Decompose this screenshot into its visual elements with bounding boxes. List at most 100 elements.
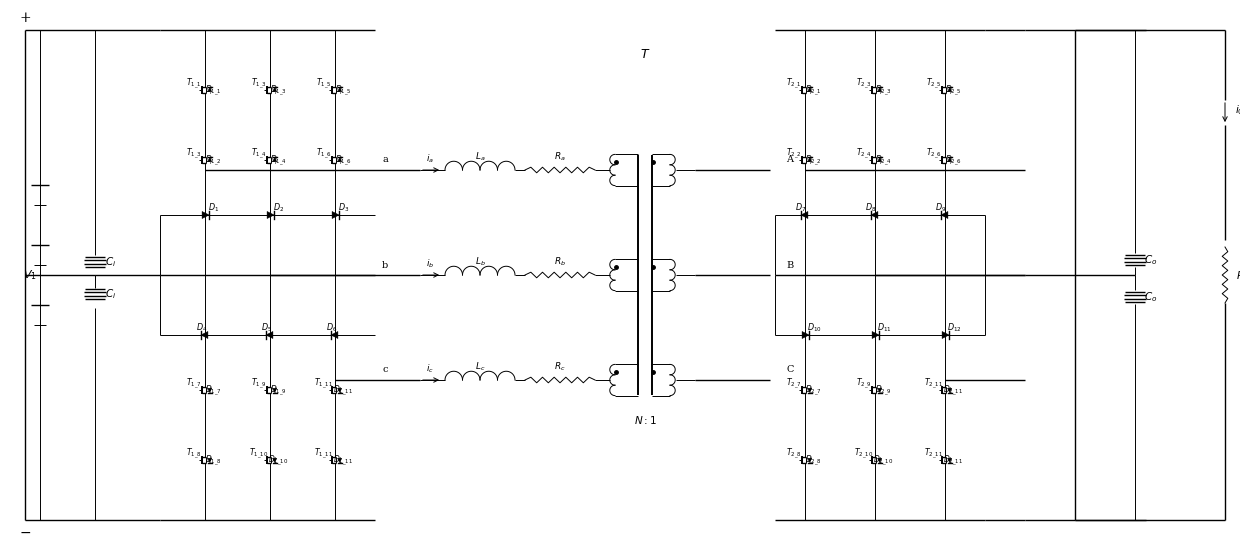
Text: $D_{11}$: $D_{11}$ <box>877 321 892 334</box>
Text: $D_5$: $D_5$ <box>262 321 273 334</box>
Text: $C_o$: $C_o$ <box>1145 290 1158 304</box>
Polygon shape <box>807 87 812 92</box>
Polygon shape <box>337 388 342 392</box>
Text: $T_{2\_7}$: $T_{2\_7}$ <box>786 377 801 391</box>
Polygon shape <box>941 211 947 219</box>
Text: $T_{2\_1}$: $T_{2\_1}$ <box>786 76 801 91</box>
Polygon shape <box>273 388 277 392</box>
Text: $R_c$: $R_c$ <box>554 361 565 373</box>
Text: $D_{1\_11}$: $D_{1\_11}$ <box>334 384 353 398</box>
Text: $D_{2\_5}$: $D_{2\_5}$ <box>945 84 961 98</box>
Text: $T_{1\_5}$: $T_{1\_5}$ <box>316 76 331 91</box>
Text: C: C <box>786 366 794 374</box>
Text: $D_{10}$: $D_{10}$ <box>806 321 821 334</box>
Text: $T_{2\_8}$: $T_{2\_8}$ <box>786 446 801 461</box>
Text: $L_c$: $L_c$ <box>475 361 485 373</box>
Text: c: c <box>382 366 388 374</box>
Text: $D_{1\_4}$: $D_{1\_4}$ <box>269 154 286 168</box>
Text: $T_{1\_4}$: $T_{1\_4}$ <box>250 147 267 161</box>
Text: $T_{1\_9}$: $T_{1\_9}$ <box>250 377 267 391</box>
Text: $D_{1\_2}$: $D_{1\_2}$ <box>205 154 222 168</box>
Text: $D_2$: $D_2$ <box>273 201 284 214</box>
Text: $T_{2\_3}$: $T_{2\_3}$ <box>856 76 872 91</box>
Text: $D_{2\_2}$: $D_{2\_2}$ <box>805 154 821 168</box>
Text: $D_{1\_8}$: $D_{1\_8}$ <box>205 454 222 468</box>
Text: $T_{1\_3}$: $T_{1\_3}$ <box>250 76 267 91</box>
Text: $C_i$: $C_i$ <box>105 255 117 269</box>
Polygon shape <box>273 158 277 162</box>
Text: $T_{2\_9}$: $T_{2\_9}$ <box>856 377 872 391</box>
Polygon shape <box>265 331 273 338</box>
Polygon shape <box>878 158 882 162</box>
Text: $i_0$: $i_0$ <box>1235 103 1240 117</box>
Text: $D_{2\_3}$: $D_{2\_3}$ <box>874 84 892 98</box>
Text: $N:1$: $N:1$ <box>634 414 656 426</box>
Text: $T_{1\_6}$: $T_{1\_6}$ <box>316 147 331 161</box>
Polygon shape <box>273 458 277 463</box>
Text: $D_6$: $D_6$ <box>326 321 337 334</box>
Text: $T_{2\_2}$: $T_{2\_2}$ <box>786 147 801 161</box>
Text: $D_{1\_9}$: $D_{1\_9}$ <box>269 384 286 398</box>
Text: $T_{2\_4}$: $T_{2\_4}$ <box>856 147 872 161</box>
Text: +: + <box>19 11 31 25</box>
Text: $D_{1\_5}$: $D_{1\_5}$ <box>335 84 351 98</box>
Polygon shape <box>942 331 949 338</box>
Text: $T$: $T$ <box>640 49 650 62</box>
Text: $T_{2\_5}$: $T_{2\_5}$ <box>926 76 941 91</box>
Polygon shape <box>337 158 342 162</box>
Text: $D_1$: $D_1$ <box>208 201 219 214</box>
Polygon shape <box>947 458 952 463</box>
Polygon shape <box>337 87 342 92</box>
Text: $T_{1\_8}$: $T_{1\_8}$ <box>186 446 201 461</box>
Polygon shape <box>207 388 212 392</box>
Polygon shape <box>947 388 952 392</box>
Text: $R_a$: $R_a$ <box>554 151 565 163</box>
Text: $T_{1\_11}$: $T_{1\_11}$ <box>314 377 334 391</box>
Text: $i_a$: $i_a$ <box>427 153 434 165</box>
Text: $D_{1\_11}$: $D_{1\_11}$ <box>334 454 353 468</box>
Text: $D_{1\_3}$: $D_{1\_3}$ <box>269 84 286 98</box>
Polygon shape <box>947 87 952 92</box>
Polygon shape <box>801 211 808 219</box>
Polygon shape <box>207 458 212 463</box>
Text: $T_{1\_1}$: $T_{1\_1}$ <box>186 76 201 91</box>
Polygon shape <box>807 458 812 463</box>
Text: $D_{2\_6}$: $D_{2\_6}$ <box>945 154 961 168</box>
Text: $D_{2\_9}$: $D_{2\_9}$ <box>874 384 892 398</box>
Polygon shape <box>202 211 210 219</box>
Text: $D_{1\_7}$: $D_{1\_7}$ <box>205 384 222 398</box>
Text: $D_{1\_10}$: $D_{1\_10}$ <box>268 454 289 468</box>
Text: $T_{1\_7}$: $T_{1\_7}$ <box>186 377 201 391</box>
Text: $C_o$: $C_o$ <box>1145 253 1158 267</box>
Text: B: B <box>786 261 794 269</box>
Polygon shape <box>807 388 812 392</box>
Text: $V_1$: $V_1$ <box>24 268 37 282</box>
Text: $D_{1\_1}$: $D_{1\_1}$ <box>205 84 222 98</box>
Text: a: a <box>382 155 388 165</box>
Text: $D_{2\_1}$: $D_{2\_1}$ <box>805 84 821 98</box>
Text: $R$: $R$ <box>1236 269 1240 281</box>
Polygon shape <box>947 158 952 162</box>
Text: $C_i$: $C_i$ <box>105 287 117 301</box>
Text: $-$: $-$ <box>19 525 31 539</box>
Text: $D_{12}$: $D_{12}$ <box>946 321 961 334</box>
Text: $i_b$: $i_b$ <box>425 258 434 270</box>
Text: $D_{2\_11}$: $D_{2\_11}$ <box>942 384 963 398</box>
Text: $T_{2\_6}$: $T_{2\_6}$ <box>925 147 941 161</box>
Text: $D_7$: $D_7$ <box>795 201 807 214</box>
Text: $T_{1\_11}$: $T_{1\_11}$ <box>314 446 334 461</box>
Text: $i_c$: $i_c$ <box>427 363 434 376</box>
Text: $L_b$: $L_b$ <box>475 256 485 268</box>
Polygon shape <box>807 158 812 162</box>
Text: A: A <box>786 155 794 165</box>
Polygon shape <box>201 331 208 338</box>
Text: $D_{2\_4}$: $D_{2\_4}$ <box>874 154 892 168</box>
Polygon shape <box>872 331 879 338</box>
Polygon shape <box>331 331 339 338</box>
Polygon shape <box>273 87 277 92</box>
Polygon shape <box>207 87 212 92</box>
Polygon shape <box>878 87 882 92</box>
Polygon shape <box>878 388 882 392</box>
Text: $D_{1\_6}$: $D_{1\_6}$ <box>335 154 352 168</box>
Polygon shape <box>337 458 342 463</box>
